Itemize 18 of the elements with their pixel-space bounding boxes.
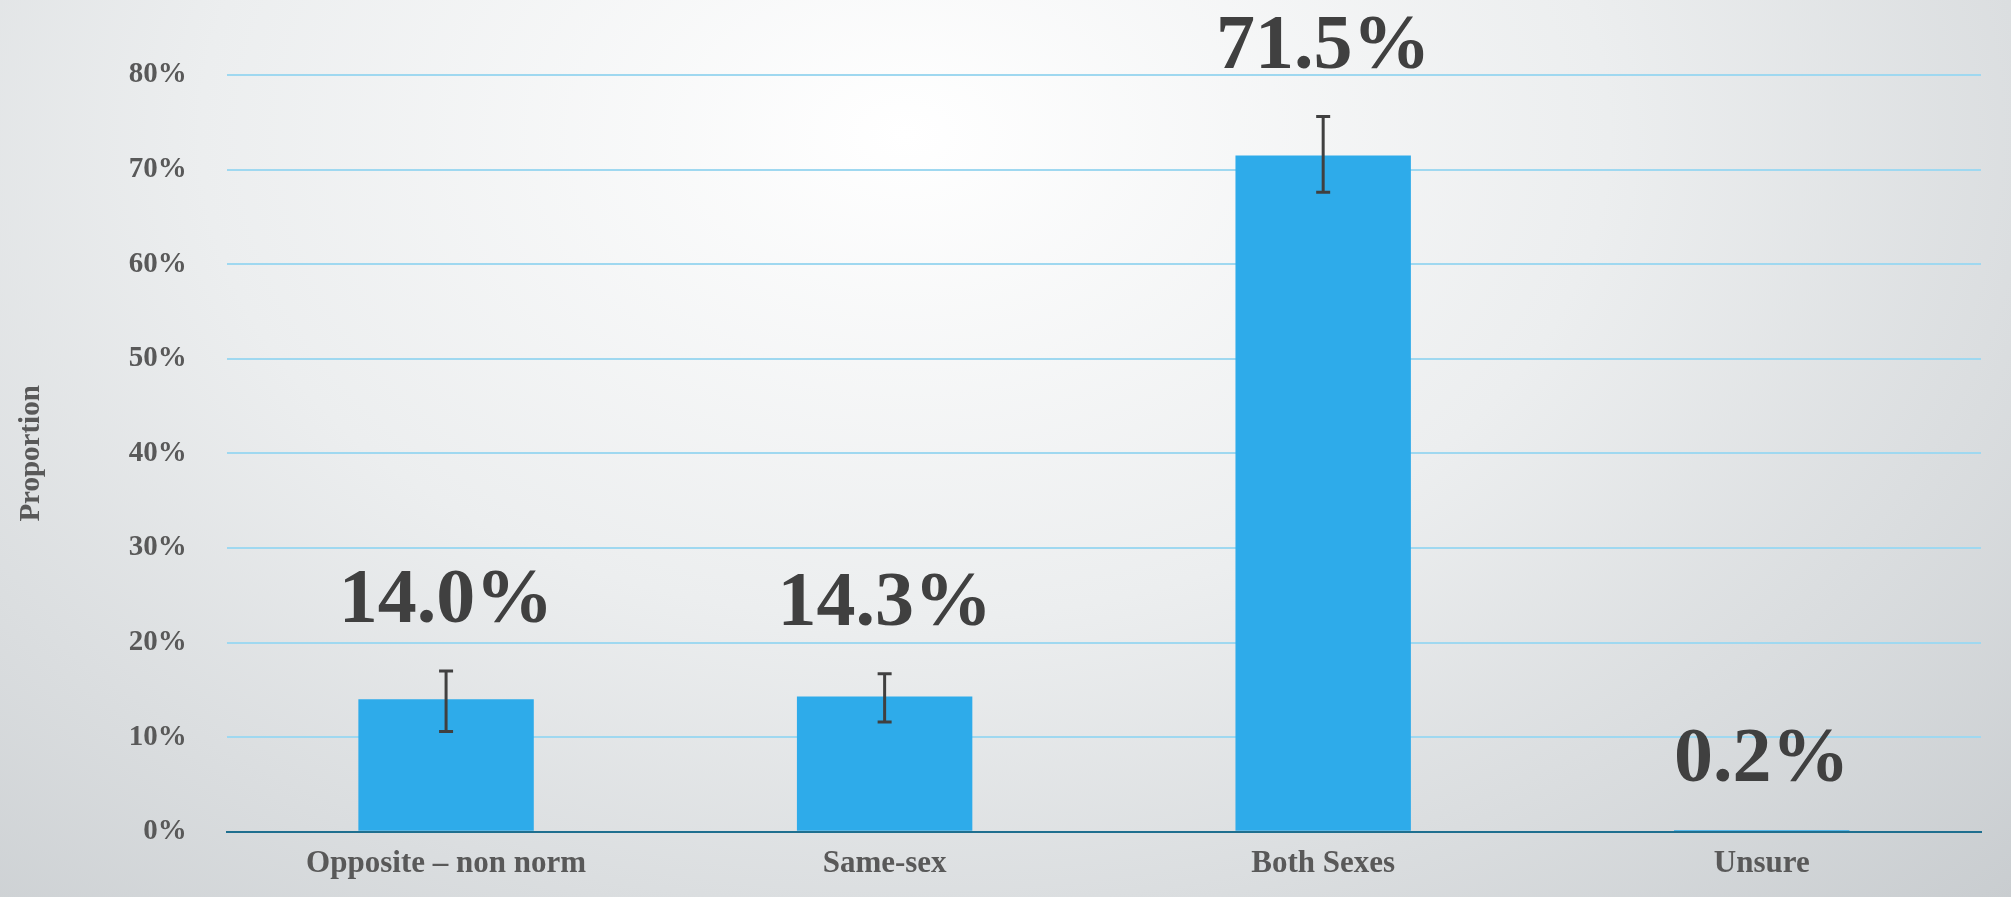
y-tick-label: 20% [128, 624, 187, 657]
y-tick-label: 0% [143, 813, 187, 846]
x-tick-label: Unsure [1713, 844, 1810, 880]
data-label: 14.3% [777, 554, 992, 642]
data-label: 71.5% [1215, 0, 1431, 85]
y-tick-label: 50% [128, 340, 187, 373]
x-tick-label: Same-sex [822, 844, 948, 880]
y-tick-label: 10% [128, 718, 187, 751]
y-tick-label: 70% [128, 151, 187, 184]
data-label: 0.2% [1673, 711, 1850, 799]
y-tick-label: 40% [128, 434, 187, 467]
y-tick-label: 30% [128, 529, 187, 562]
y-axis-title: Proportion [12, 385, 45, 522]
x-tick-label: Both Sexes [1251, 844, 1396, 880]
y-tick-label: 80% [128, 56, 187, 89]
x-tick-label: Opposite – non norm [306, 844, 587, 880]
data-label: 14.0% [338, 552, 554, 640]
y-tick-label: 60% [128, 245, 187, 278]
